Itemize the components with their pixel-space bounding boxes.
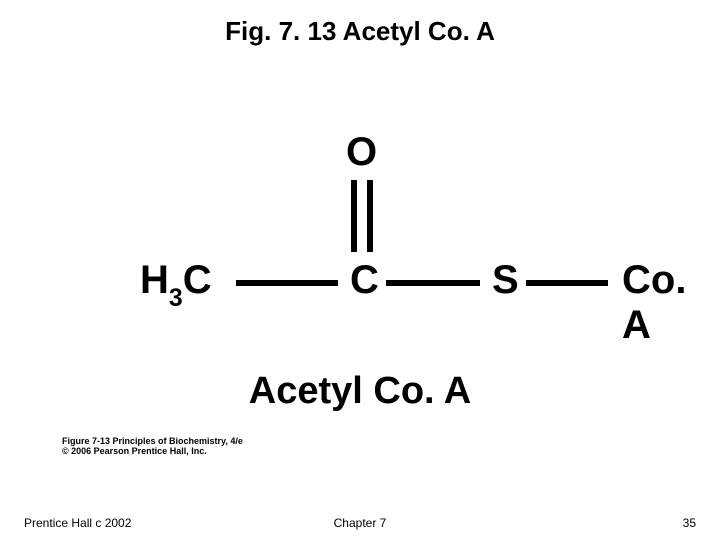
bond-h3c-c [236, 280, 338, 286]
atom-h3c-label: H3C [140, 258, 212, 302]
atom-oxygen: O [346, 130, 377, 175]
slide: { "title": { "text": "Fig. 7. 13 Acetyl … [0, 0, 720, 540]
figure-credit: Figure 7-13 Principles of Biochemistry, … [62, 436, 243, 457]
chemical-structure-diagram: O H3C C S Co. A [60, 130, 660, 390]
bond-s-coa [526, 280, 608, 286]
footer-center: Chapter 7 [0, 516, 720, 530]
atom-sulfur: S [492, 258, 519, 303]
figure-title: Fig. 7. 13 Acetyl Co. A [0, 16, 720, 47]
atom-coa: Co. A [622, 258, 686, 348]
structure-caption: Acetyl Co. A [0, 370, 720, 413]
credit-line-1: Figure 7-13 Principles of Biochemistry, … [62, 436, 243, 446]
double-bond-right [367, 180, 373, 252]
atom-carbon: C [350, 258, 379, 303]
footer-right: 35 [683, 516, 696, 530]
atom-h3c: H3C [140, 258, 212, 309]
credit-line-2: © 2006 Pearson Prentice Hall, Inc. [62, 446, 243, 456]
bond-c-s [386, 280, 480, 286]
double-bond-left [351, 180, 357, 252]
